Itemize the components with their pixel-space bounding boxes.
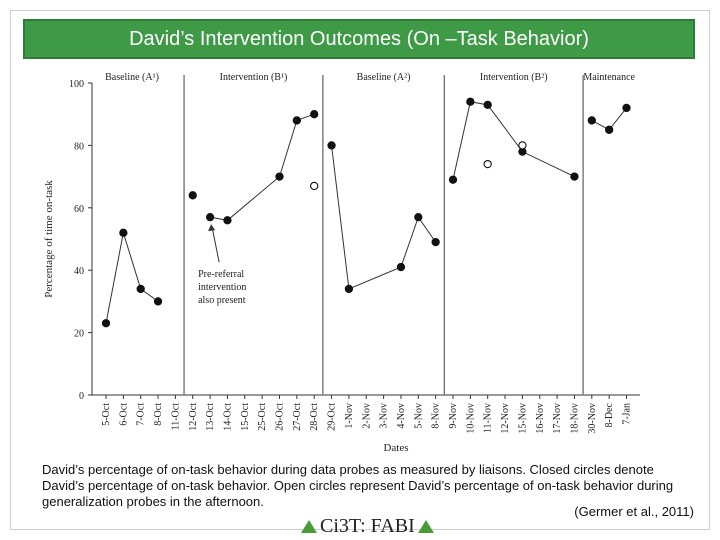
data-point-closed: [414, 213, 423, 222]
logo-triangle-icon: [301, 519, 317, 533]
annotation-arrowhead: [208, 224, 216, 232]
data-point-closed: [223, 216, 232, 225]
data-point-closed: [466, 97, 475, 106]
slide-title: David’s Intervention Outcomes (On –Task …: [23, 19, 695, 59]
figure-caption: David’s percentage of on-task behavior d…: [42, 462, 674, 509]
x-tick-label: 5-Nov: [413, 403, 424, 429]
data-point-closed: [622, 103, 631, 113]
x-tick-label: 27-Oct: [292, 403, 303, 431]
y-tick-label: 60: [74, 204, 84, 215]
y-tick-label: 40: [74, 266, 84, 277]
data-point-closed: [483, 100, 492, 109]
data-point-closed: [136, 284, 145, 294]
x-tick-label: 15-Nov: [517, 403, 528, 434]
data-point-open: [483, 159, 492, 169]
data-point-closed: [327, 141, 336, 150]
phase-label: Baseline (A¹): [105, 72, 159, 83]
x-tick-label: 11-Oct: [170, 403, 181, 431]
series-line: [105, 232, 159, 324]
x-tick-label: 5-Oct: [101, 403, 112, 426]
x-axis-title: Dates: [383, 442, 408, 454]
phase-label: Maintenance: [583, 72, 635, 83]
x-tick-label: 7-Jan: [622, 403, 633, 425]
data-point-open: [518, 141, 527, 150]
annotation-text: also present: [198, 295, 246, 306]
slide-frame: [10, 10, 710, 530]
data-point-closed: [396, 262, 406, 272]
data-point-closed: [431, 237, 440, 247]
x-tick-label: 28-Oct: [309, 403, 320, 431]
data-point-closed: [119, 228, 128, 237]
x-tick-label: 8-Oct: [153, 403, 164, 426]
data-point-closed: [205, 213, 215, 222]
data-point-closed: [448, 175, 458, 184]
x-tick-label: 8-Nov: [431, 403, 442, 429]
x-tick-label: 9-Nov: [448, 403, 459, 429]
y-tick-label: 80: [74, 141, 84, 152]
annotation-arrow: [211, 227, 220, 263]
data-point-closed: [188, 191, 197, 200]
data-point-closed: [570, 172, 579, 181]
x-tick-label: 18-Nov: [569, 403, 580, 434]
x-tick-label: 1-Nov: [344, 403, 355, 429]
x-tick-label: 10-Nov: [465, 403, 476, 434]
x-tick-label: 16-Nov: [535, 403, 546, 434]
line-chart: 0 20 40 60 80 100 5-Oct 6-Oct 7-Oct 8-Oct 11-Oct 12…: [43, 72, 640, 454]
phase-label: Intervention (B²): [480, 72, 548, 83]
citation: (Germer et al., 2011): [574, 504, 694, 519]
x-tick-label: 25-Oct: [257, 403, 268, 431]
x-tick-label: 2-Nov: [361, 403, 372, 429]
phase-label: Baseline (A²): [357, 72, 411, 83]
x-tick-label: 7-Oct: [136, 403, 147, 426]
data-point-closed: [101, 319, 111, 328]
x-tick-label: 12-Oct: [188, 403, 199, 431]
data-point-closed: [275, 172, 284, 181]
y-axis-title: Percentage of time on-task: [43, 180, 55, 298]
data-point-open: [310, 181, 319, 191]
x-tick-label: 13-Oct: [205, 403, 216, 431]
x-tick-label: 3-Nov: [379, 403, 390, 429]
y-tick-label: 0: [79, 391, 84, 402]
data-point-closed: [344, 284, 354, 294]
x-tick-label: 29-Oct: [327, 403, 338, 431]
y-tick-label: 20: [74, 329, 84, 340]
x-tick-label: 15-Oct: [240, 403, 251, 431]
ci3t-fabi-logo: Ci3T: FABI: [298, 514, 437, 538]
x-tick-label: 12-Nov: [500, 403, 511, 434]
data-point-closed: [587, 116, 596, 125]
phase-label: Intervention (B¹): [220, 72, 288, 83]
x-tick-label: 8-Dec: [604, 402, 615, 427]
data-point-closed: [153, 297, 163, 306]
x-tick-label: 11-Nov: [483, 403, 494, 433]
data-point-closed: [310, 110, 319, 119]
data-point-closed: [292, 116, 301, 125]
x-tick-label: 26-Oct: [275, 403, 286, 431]
data-point-closed: [605, 125, 614, 134]
x-tick-label: 17-Nov: [552, 403, 563, 434]
x-tick-label: 14-Oct: [222, 403, 233, 431]
x-tick-label: 4-Nov: [396, 403, 407, 429]
x-tick-label: 30-Nov: [587, 403, 598, 434]
logo-triangle-icon: [417, 519, 434, 533]
y-tick-label: 100: [69, 79, 84, 90]
series-line: [210, 113, 315, 221]
annotation-text: intervention: [198, 282, 246, 293]
logo-text: Ci3T: FABI: [320, 514, 415, 537]
annotation-text: Pre-referral: [198, 269, 244, 280]
series-line: [452, 101, 575, 180]
x-tick-label: 6-Oct: [118, 403, 129, 426]
